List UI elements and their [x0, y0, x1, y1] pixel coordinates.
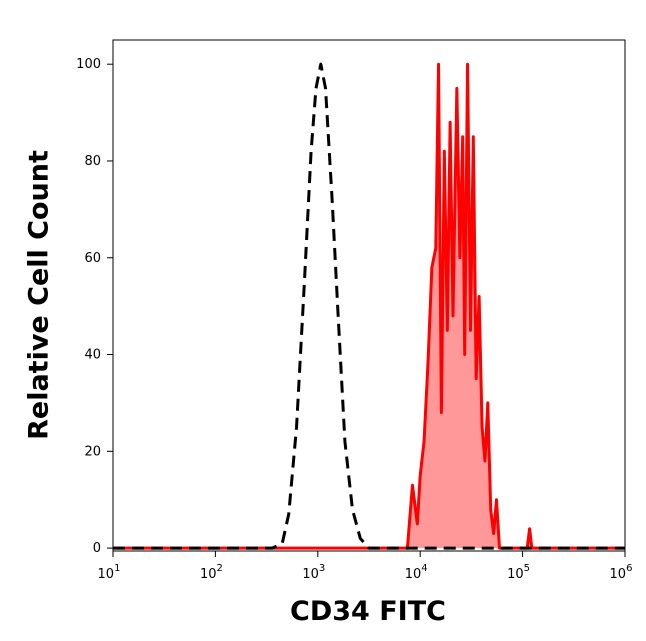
y-tick-label: 40 — [84, 348, 101, 363]
x-tick-label: 101 — [98, 563, 121, 582]
tick-exponent: 3 — [319, 563, 325, 574]
histogram-line — [113, 62, 625, 550]
tick-exponent: 1 — [114, 563, 120, 574]
x-axis-title: CD34 FITC — [290, 596, 446, 627]
tick-base: 10 — [98, 567, 115, 582]
tick-exponent: 2 — [216, 563, 222, 574]
y-tick-label: 100 — [76, 57, 101, 72]
x-tick-label: 106 — [610, 563, 633, 582]
tick-exponent: 4 — [421, 563, 427, 574]
histogram-line — [113, 62, 625, 550]
y-tick-label: 20 — [84, 444, 101, 459]
tick-exponent: 5 — [524, 563, 530, 574]
x-tick-label: 104 — [405, 563, 428, 582]
x-tick-label: 102 — [200, 563, 223, 582]
x-tick-label: 103 — [302, 563, 325, 582]
histogram-fill — [113, 64, 625, 549]
tick-base: 10 — [405, 567, 422, 582]
plot-frame — [112, 39, 626, 552]
y-tick-label: 80 — [84, 154, 101, 169]
x-tick-label: 105 — [507, 563, 530, 582]
tick-base: 10 — [200, 567, 217, 582]
tick-base: 10 — [302, 567, 319, 582]
y-tick-label: 60 — [84, 251, 101, 266]
y-tick-label: 0 — [93, 541, 101, 556]
tick-base: 10 — [610, 567, 627, 582]
tick-base: 10 — [507, 567, 524, 582]
tick-exponent: 6 — [626, 563, 632, 574]
y-axis-title: Relative Cell Count — [24, 150, 55, 440]
